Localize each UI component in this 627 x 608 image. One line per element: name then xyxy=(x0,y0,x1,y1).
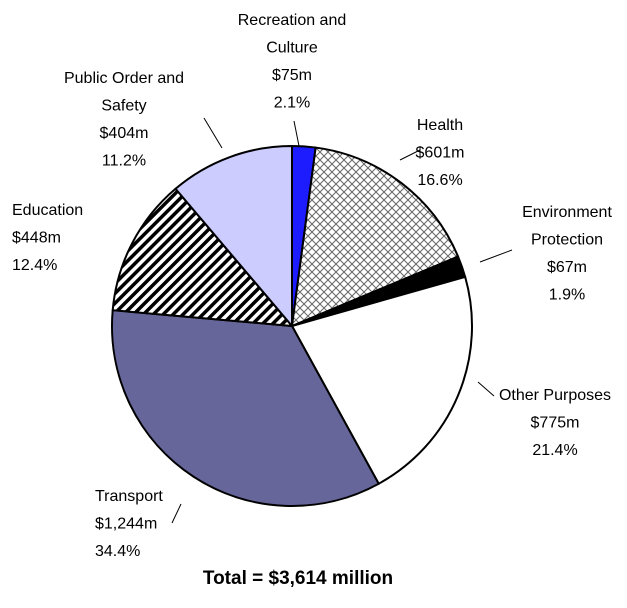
pie-slice xyxy=(174,145,293,327)
amount-label: $75m xyxy=(272,67,312,84)
leader-line xyxy=(399,149,421,161)
leader-line xyxy=(479,249,513,263)
value-label: 2.1% xyxy=(274,95,310,112)
amount-label: $601m xyxy=(416,145,465,162)
leader-line xyxy=(203,117,223,149)
amount-label: $1,244m xyxy=(95,516,157,533)
slice-label: Transport xyxy=(95,488,163,505)
slice-label: Education xyxy=(12,202,83,219)
amount-label: $404m xyxy=(100,125,149,142)
slice-label: Health xyxy=(417,117,463,134)
slice-label: Environment Protection xyxy=(522,204,612,249)
value-label: 1.9% xyxy=(549,287,585,304)
leader-line xyxy=(171,503,182,524)
value-label: 12.4% xyxy=(12,257,57,274)
total: Total = $3,614 million xyxy=(203,568,393,589)
pie-slice xyxy=(111,187,293,327)
amount-label: $67m xyxy=(547,259,587,276)
amount-label: $775m xyxy=(531,415,580,432)
pie-slice xyxy=(111,309,380,507)
slice-label: Public Order and Safety xyxy=(64,70,184,115)
pie-slice xyxy=(291,146,460,327)
value-label: 11.2% xyxy=(102,153,146,170)
leader-line xyxy=(293,120,300,147)
pie-slice xyxy=(291,275,473,485)
value-label: 34.4% xyxy=(95,543,140,560)
slice-label: Other Purposes xyxy=(499,387,611,404)
value-label: 21.4% xyxy=(532,442,577,459)
leader-line xyxy=(477,381,495,397)
slice-label: Recreation and Culture xyxy=(238,12,347,57)
amount-label: $448m xyxy=(12,230,61,247)
value-label: 16.6% xyxy=(417,172,462,189)
